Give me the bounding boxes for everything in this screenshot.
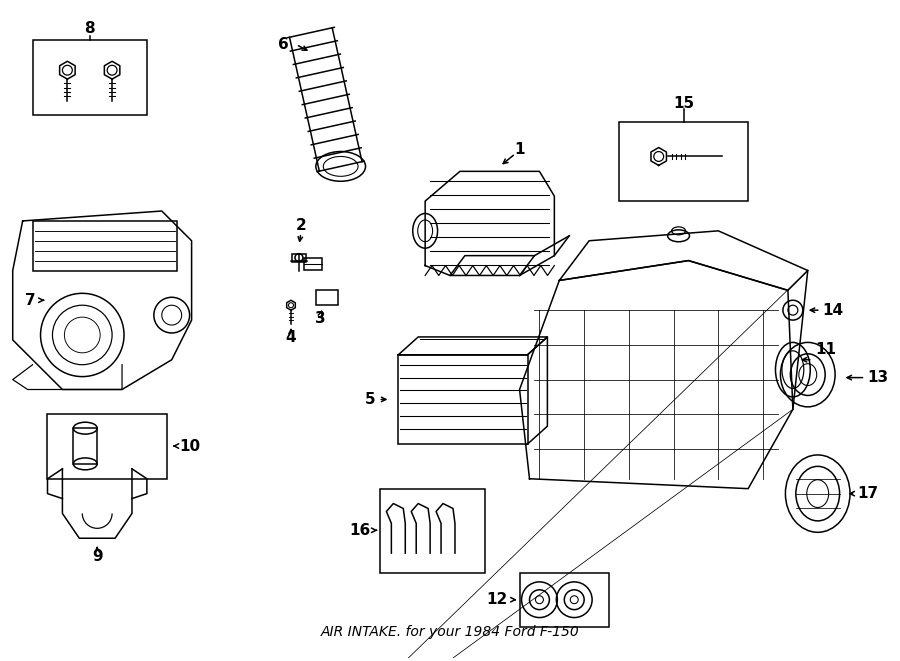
- Text: 14: 14: [823, 303, 844, 318]
- Bar: [519, 573, 609, 627]
- Text: 6: 6: [278, 37, 289, 52]
- Bar: [292, 254, 306, 262]
- Text: 15: 15: [673, 97, 694, 112]
- Text: 16: 16: [349, 523, 371, 538]
- Bar: [32, 221, 176, 270]
- Text: AIR INTAKE. for your 1984 Ford F-150: AIR INTAKE. for your 1984 Ford F-150: [320, 625, 580, 639]
- Bar: [48, 414, 166, 479]
- Text: 7: 7: [25, 293, 36, 308]
- Text: 3: 3: [316, 311, 326, 326]
- Text: 12: 12: [486, 592, 508, 607]
- Bar: [73, 428, 97, 464]
- Bar: [32, 40, 147, 115]
- Text: 9: 9: [92, 549, 103, 564]
- Text: 8: 8: [85, 21, 95, 36]
- Bar: [316, 290, 338, 305]
- Text: 4: 4: [285, 330, 296, 346]
- Bar: [381, 488, 485, 573]
- Text: 1: 1: [514, 142, 525, 157]
- Bar: [304, 258, 322, 270]
- Text: 10: 10: [180, 438, 201, 453]
- Text: 2: 2: [295, 218, 306, 233]
- Text: 17: 17: [858, 486, 878, 501]
- Text: 5: 5: [365, 392, 376, 407]
- Text: 13: 13: [868, 370, 888, 385]
- Bar: [399, 355, 527, 444]
- Text: 11: 11: [815, 342, 837, 358]
- Bar: [619, 122, 748, 201]
